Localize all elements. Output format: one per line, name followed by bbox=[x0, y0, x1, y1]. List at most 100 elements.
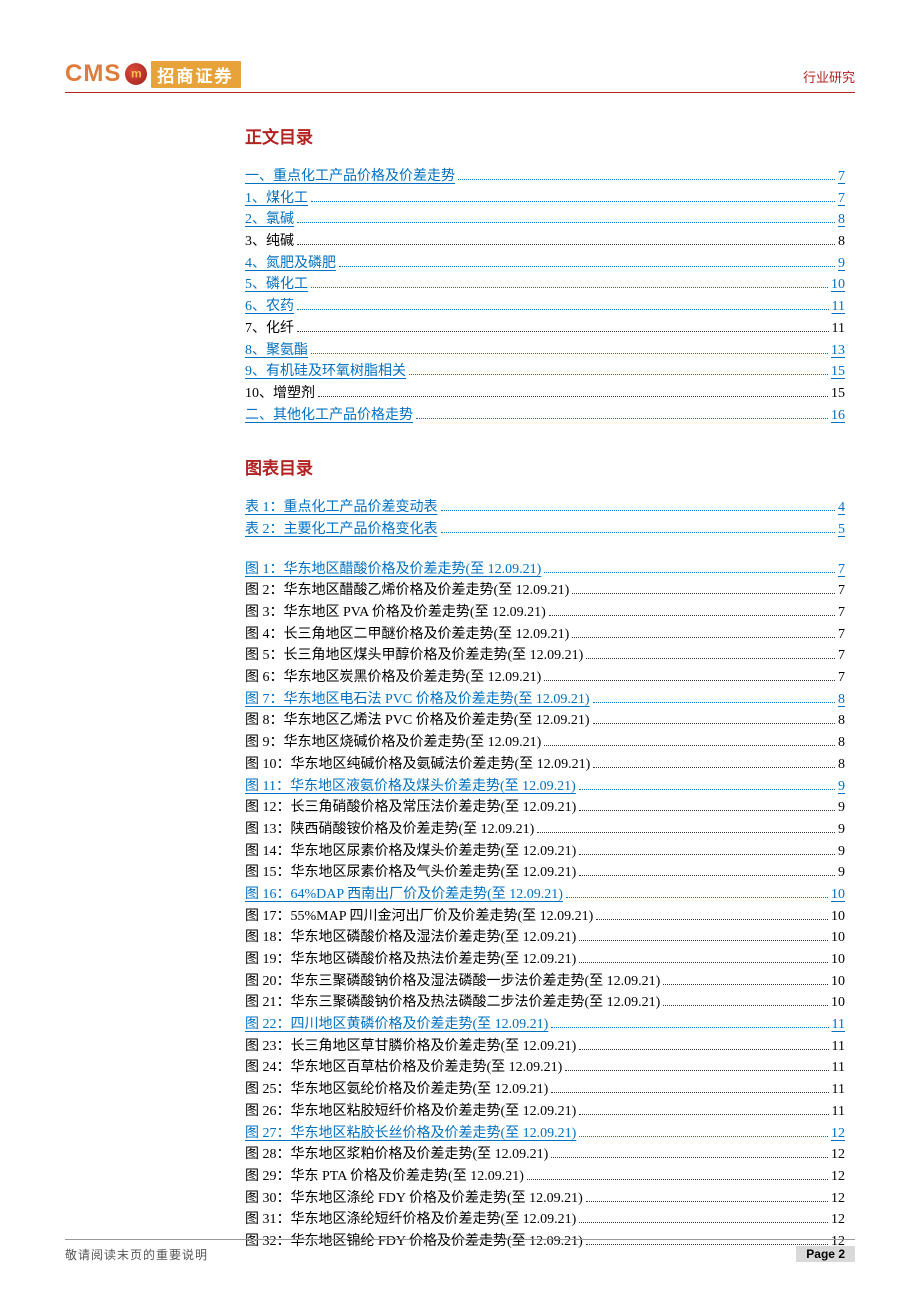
toc-entry-page[interactable]: 10 bbox=[831, 274, 845, 296]
toc-entry-label[interactable]: 9、有机硅及环氧树脂相关 bbox=[245, 361, 406, 383]
toc-entry-page[interactable]: 16 bbox=[831, 405, 845, 427]
toc-entry-page: 12 bbox=[831, 1209, 845, 1231]
toc-leader-dots bbox=[441, 499, 836, 512]
toc-leader-dots bbox=[297, 232, 835, 245]
chart-toc-title: 图表目录 bbox=[245, 454, 845, 479]
toc-entry[interactable]: 图 16：64%DAP 西南出厂价及价差走势(至 12.09.21) 10 bbox=[245, 884, 845, 906]
toc-leader-dots bbox=[441, 520, 836, 533]
toc-leader-dots bbox=[565, 1059, 828, 1072]
toc-entry-page: 7 bbox=[838, 602, 845, 624]
toc-entry[interactable]: 5、磷化工 10 bbox=[245, 274, 845, 296]
toc-entry: 图 17：55%MAP 四川金河出厂价及价差走势(至 12.09.21) 10 bbox=[245, 906, 845, 928]
toc-entry-label: 图 29：华东 PTA 价格及价差走势(至 12.09.21) bbox=[245, 1166, 524, 1188]
toc-leader-dots bbox=[663, 994, 828, 1007]
toc-entry-label: 7、化纤 bbox=[245, 318, 294, 340]
toc-entry-page: 12 bbox=[831, 1166, 845, 1188]
toc-entry[interactable]: 图 7：华东地区电石法 PVC 价格及价差走势(至 12.09.21) 8 bbox=[245, 689, 845, 711]
toc-entry-page[interactable]: 10 bbox=[831, 884, 845, 906]
toc-entry-label[interactable]: 图 22：四川地区黄磷价格及价差走势(至 12.09.21) bbox=[245, 1014, 548, 1036]
toc-entry-label: 图 3：华东地区 PVA 价格及价差走势(至 12.09.21) bbox=[245, 602, 546, 624]
toc-entry[interactable]: 6、农药 11 bbox=[245, 296, 845, 318]
toc-leader-dots bbox=[297, 298, 829, 311]
toc-entry-page[interactable]: 11 bbox=[832, 296, 845, 318]
toc-entry: 3、纯碱 8 bbox=[245, 231, 845, 253]
toc-entry-page[interactable]: 5 bbox=[838, 519, 845, 541]
toc-entry-label[interactable]: 表 2：主要化工产品价格变化表 bbox=[245, 519, 438, 541]
toc-entry-label: 图 24：华东地区百草枯价格及价差走势(至 12.09.21) bbox=[245, 1057, 562, 1079]
toc-entry-label[interactable]: 图 27：华东地区粘胶长丝价格及价差走势(至 12.09.21) bbox=[245, 1123, 576, 1145]
toc-entry[interactable]: 二、其他化工产品价格走势 16 bbox=[245, 405, 845, 427]
toc-entry-page: 10 bbox=[831, 971, 845, 993]
toc-entry-label: 图 25：华东地区氨纶价格及价差走势(至 12.09.21) bbox=[245, 1079, 548, 1101]
toc-entry-label[interactable]: 一、重点化工产品价格及价差走势 bbox=[245, 166, 455, 188]
page-footer: 敬请阅读末页的重要说明 Page 2 bbox=[65, 1239, 855, 1263]
toc-entry[interactable]: 9、有机硅及环氧树脂相关 15 bbox=[245, 361, 845, 383]
toc-entry-page: 12 bbox=[831, 1188, 845, 1210]
toc-entry-label[interactable]: 4、氮肥及磷肥 bbox=[245, 253, 336, 275]
page-header: CMS 招商证券 行业研究 bbox=[65, 60, 855, 93]
toc-entry: 图 14：华东地区尿素价格及煤头价差走势(至 12.09.21) 9 bbox=[245, 841, 845, 863]
toc-entry[interactable]: 一、重点化工产品价格及价差走势 7 bbox=[245, 166, 845, 188]
toc-entry-label: 10、增塑剂 bbox=[245, 383, 315, 405]
toc-entry-page[interactable]: 9 bbox=[838, 253, 845, 275]
toc-entry-label: 图 26：华东地区粘胶短纤价格及价差走势(至 12.09.21) bbox=[245, 1101, 576, 1123]
toc-entry-label: 图 6：华东地区炭黑价格及价差走势(至 12.09.21) bbox=[245, 667, 541, 689]
toc-entry-page[interactable]: 8 bbox=[838, 209, 845, 231]
toc-entry-label[interactable]: 图 7：华东地区电石法 PVC 价格及价差走势(至 12.09.21) bbox=[245, 689, 590, 711]
toc-entry[interactable]: 表 2：主要化工产品价格变化表 5 bbox=[245, 519, 845, 541]
toc-entry-page[interactable]: 7 bbox=[838, 559, 845, 581]
toc-entry[interactable]: 图 1：华东地区醋酸价格及价差走势(至 12.09.21) 7 bbox=[245, 559, 845, 581]
toc-entry[interactable]: 图 22：四川地区黄磷价格及价差走势(至 12.09.21) 11 bbox=[245, 1014, 845, 1036]
toc-entry-page[interactable]: 4 bbox=[838, 497, 845, 519]
toc-entry-label: 图 9：华东地区烧碱价格及价差走势(至 12.09.21) bbox=[245, 732, 541, 754]
toc-entry-label[interactable]: 图 1：华东地区醋酸价格及价差走势(至 12.09.21) bbox=[245, 559, 541, 581]
toc-entry: 图 31：华东地区涤纶短纤价格及价差走势(至 12.09.21) 12 bbox=[245, 1209, 845, 1231]
toc-entry-label[interactable]: 表 1：重点化工产品价差变动表 bbox=[245, 497, 438, 519]
toc-entry-label[interactable]: 6、农药 bbox=[245, 296, 294, 318]
toc-entry: 图 30：华东地区涤纶 FDY 价格及价差走势(至 12.09.21) 12 bbox=[245, 1188, 845, 1210]
toc-entry-label[interactable]: 5、磷化工 bbox=[245, 274, 308, 296]
toc-entry-page[interactable]: 7 bbox=[838, 188, 845, 210]
toc-entry[interactable]: 8、聚氨酯 13 bbox=[245, 340, 845, 362]
toc-entry: 图 19：华东地区磷酸价格及热法价差走势(至 12.09.21) 10 bbox=[245, 949, 845, 971]
toc-entry: 图 2：华东地区醋酸乙烯价格及价差走势(至 12.09.21) 7 bbox=[245, 580, 845, 602]
toc-entry-label: 图 14：华东地区尿素价格及煤头价差走势(至 12.09.21) bbox=[245, 841, 576, 863]
toc-entry-page: 10 bbox=[831, 906, 845, 928]
toc-entry-label: 图 13：陕西硝酸铵价格及价差走势(至 12.09.21) bbox=[245, 819, 534, 841]
toc-entry-label[interactable]: 2、氯碱 bbox=[245, 209, 294, 231]
toc-entry-page[interactable]: 11 bbox=[832, 1014, 845, 1036]
toc-entry-page[interactable]: 15 bbox=[831, 361, 845, 383]
logo-cms-text: CMS bbox=[65, 60, 121, 88]
toc-entry[interactable]: 图 11：华东地区液氨价格及煤头价差走势(至 12.09.21) 9 bbox=[245, 776, 845, 798]
toc-entry-label[interactable]: 二、其他化工产品价格走势 bbox=[245, 405, 413, 427]
toc-entry[interactable]: 1、煤化工 7 bbox=[245, 188, 845, 210]
toc-entry-label[interactable]: 1、煤化工 bbox=[245, 188, 308, 210]
toc-leader-dots bbox=[663, 972, 828, 985]
toc-entry-label[interactable]: 8、聚氨酯 bbox=[245, 340, 308, 362]
toc-entry-page[interactable]: 13 bbox=[831, 340, 845, 362]
toc-leader-dots bbox=[579, 1124, 828, 1137]
toc-entry[interactable]: 2、氯碱 8 bbox=[245, 209, 845, 231]
toc-entry-label[interactable]: 图 16：64%DAP 西南出厂价及价差走势(至 12.09.21) bbox=[245, 884, 563, 906]
toc-leader-dots bbox=[311, 341, 828, 354]
toc-entry[interactable]: 图 27：华东地区粘胶长丝价格及价差走势(至 12.09.21) 12 bbox=[245, 1123, 845, 1145]
toc-entry: 图 4：长三角地区二甲醚价格及价差走势(至 12.09.21) 7 bbox=[245, 624, 845, 646]
toc-entry-page[interactable]: 12 bbox=[831, 1123, 845, 1145]
toc-entry-page[interactable]: 9 bbox=[838, 776, 845, 798]
toc-entry-page: 12 bbox=[831, 1144, 845, 1166]
figure-toc-list: 图 1：华东地区醋酸价格及价差走势(至 12.09.21) 7图 2：华东地区醋… bbox=[245, 559, 845, 1253]
toc-entry-page: 8 bbox=[838, 710, 845, 732]
toc-entry[interactable]: 4、氮肥及磷肥 9 bbox=[245, 253, 845, 275]
toc-leader-dots bbox=[579, 950, 828, 963]
toc-entry-page[interactable]: 7 bbox=[838, 166, 845, 188]
page-number-badge: Page 2 bbox=[796, 1246, 855, 1262]
toc-entry-label: 图 8：华东地区乙烯法 PVC 价格及价差走势(至 12.09.21) bbox=[245, 710, 590, 732]
toc-entry-page: 11 bbox=[832, 1101, 845, 1123]
toc-entry-page: 11 bbox=[832, 1057, 845, 1079]
toc-entry: 图 24：华东地区百草枯价格及价差走势(至 12.09.21) 11 bbox=[245, 1057, 845, 1079]
toc-entry[interactable]: 表 1：重点化工产品价差变动表 4 bbox=[245, 497, 845, 519]
toc-entry: 图 13：陕西硝酸铵价格及价差走势(至 12.09.21) 9 bbox=[245, 819, 845, 841]
toc-entry-label[interactable]: 图 11：华东地区液氨价格及煤头价差走势(至 12.09.21) bbox=[245, 776, 576, 798]
toc-entry-label: 图 15：华东地区尿素价格及气头价差走势(至 12.09.21) bbox=[245, 862, 576, 884]
toc-entry-page[interactable]: 8 bbox=[838, 689, 845, 711]
